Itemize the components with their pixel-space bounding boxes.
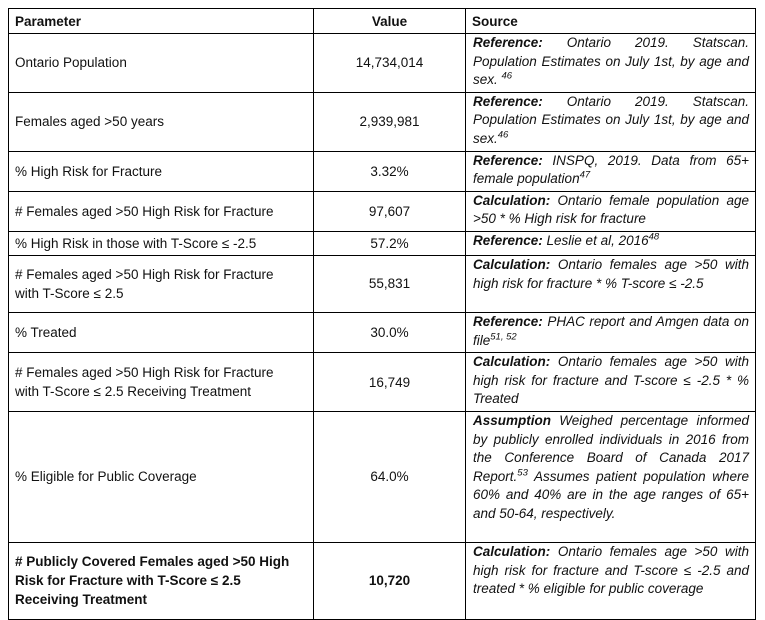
source-cell: Calculation: Ontario females age >50 wit… bbox=[465, 352, 756, 412]
source-cell: Reference: PHAC report and Amgen data on… bbox=[465, 311, 756, 354]
source-cell: Assumption Weighed percentage informed b… bbox=[465, 410, 756, 543]
source-cell: Reference: INSPQ, 2019. Data from 65+ fe… bbox=[465, 150, 756, 192]
source-label: Reference: bbox=[473, 232, 543, 248]
table-row: # Females aged >50 High Risk for Fractur… bbox=[8, 254, 756, 313]
value-cell: 16,749 bbox=[313, 352, 466, 412]
table-row: # Females aged >50 High Risk for Fractur… bbox=[8, 190, 756, 232]
source-text: Ontario females age >50 with high risk f… bbox=[473, 256, 749, 291]
source-text: PHAC report and Amgen data on file bbox=[473, 313, 749, 348]
source-label: Calculation: bbox=[473, 256, 551, 272]
value-cell: 10,720 bbox=[313, 541, 466, 620]
value-cell: 30.0% bbox=[313, 311, 466, 354]
source-cell: Reference: Ontario 2019. Statscan. Popul… bbox=[465, 91, 756, 152]
source-label: Reference: bbox=[473, 152, 543, 168]
parameters-table: Parameter Value Source Ontario Populatio… bbox=[8, 8, 756, 620]
table-row: % High Risk in those with T-Score ≤ -2.5… bbox=[8, 230, 756, 256]
source-text: Leslie et al, 2016 bbox=[542, 232, 649, 248]
source-label: Assumption bbox=[473, 412, 552, 428]
source-text: INSPQ, 2019. Data from 65+ female popula… bbox=[473, 152, 749, 187]
value-cell: 2,939,981 bbox=[313, 91, 466, 152]
parameter-cell: # Females aged >50 High Risk for Fractur… bbox=[8, 352, 314, 412]
parameter-cell: % Eligible for Public Coverage bbox=[8, 410, 314, 543]
table-row: % High Risk for Fracture 3.32% Reference: … bbox=[8, 150, 756, 192]
source-superscript: 51, 52 bbox=[490, 331, 517, 343]
source-cell: Reference: Ontario 2019. Statscan. Popul… bbox=[465, 33, 756, 93]
parameter-cell: Females aged >50 years bbox=[8, 91, 314, 152]
source-text: Weighed percentage informed by publicly … bbox=[473, 412, 749, 484]
value-cell: 14,734,014 bbox=[313, 33, 466, 93]
table-row: # Females aged >50 High Risk for Fractur… bbox=[8, 352, 756, 412]
column-header-value: Value bbox=[313, 8, 466, 34]
source-cell: Calculation: Ontario females age >50 wit… bbox=[465, 254, 756, 313]
value-cell: 57.2% bbox=[313, 230, 466, 256]
source-label: Calculation: bbox=[473, 543, 551, 559]
header-row: Parameter Value Source bbox=[8, 8, 756, 34]
value-cell: 97,607 bbox=[313, 190, 466, 232]
source-cell: Reference: Leslie et al, 201648 bbox=[465, 230, 756, 256]
parameter-cell: % High Risk in those with T-Score ≤ -2.5 bbox=[8, 230, 314, 256]
source-label: Reference: bbox=[473, 313, 543, 329]
table-row: # Publicly Covered Females aged >50 High… bbox=[8, 541, 756, 620]
source-text: Ontario females age >50 with high risk f… bbox=[473, 354, 749, 407]
parameter-cell: Ontario Population bbox=[8, 33, 314, 93]
source-text: Ontario female population age >50 * % Hi… bbox=[473, 192, 749, 227]
column-header-parameter: Parameter bbox=[8, 8, 314, 34]
table-row: Ontario Population 14,734,014 Reference: O… bbox=[8, 33, 756, 93]
source-label: Calculation: bbox=[473, 192, 551, 208]
table-row: % Eligible for Public Coverage 64.0% Assum… bbox=[8, 410, 756, 543]
value-cell: 3.32% bbox=[313, 150, 466, 192]
parameter-cell: # Females aged >50 High Risk for Fractur… bbox=[8, 254, 314, 313]
table-body: Ontario Population 14,734,014 Reference: O… bbox=[8, 33, 756, 620]
source-cell: Calculation: Ontario females age >50 wit… bbox=[465, 541, 756, 620]
source-text: Ontario 2019. Statscan. Population Estim… bbox=[473, 35, 749, 88]
source-cell: Calculation: Ontario female population a… bbox=[465, 190, 756, 232]
value-cell: 64.0% bbox=[313, 410, 466, 543]
parameter-cell: % Treated bbox=[8, 311, 314, 354]
table-row: % Treated 30.0% Reference: PHAC report and… bbox=[8, 311, 756, 354]
source-label: Reference: bbox=[473, 35, 543, 50]
source-label: Calculation: bbox=[473, 354, 551, 370]
source-label: Reference: bbox=[473, 93, 543, 109]
parameter-cell: # Females aged >50 High Risk for Fractur… bbox=[8, 190, 314, 232]
source-text: Ontario 2019. Statscan. Population Estim… bbox=[473, 93, 749, 146]
source-superscript: 46 bbox=[497, 129, 509, 141]
source-superscript: 47 bbox=[579, 169, 591, 181]
table-row: Females aged >50 years 2,939,981 Reference… bbox=[8, 91, 756, 152]
source-text: Assumes patient population where 60% and… bbox=[473, 468, 749, 521]
source-superscript: 53 bbox=[517, 467, 528, 479]
source-superscript: 48 bbox=[648, 231, 660, 243]
source-superscript: 46 bbox=[501, 70, 513, 82]
parameter-cell: % High Risk for Fracture bbox=[8, 150, 314, 192]
source-text: Ontario females age >50 with high risk f… bbox=[473, 543, 749, 597]
column-header-source: Source bbox=[465, 8, 756, 34]
value-cell: 55,831 bbox=[313, 254, 466, 313]
parameter-cell: # Publicly Covered Females aged >50 High… bbox=[8, 541, 314, 620]
